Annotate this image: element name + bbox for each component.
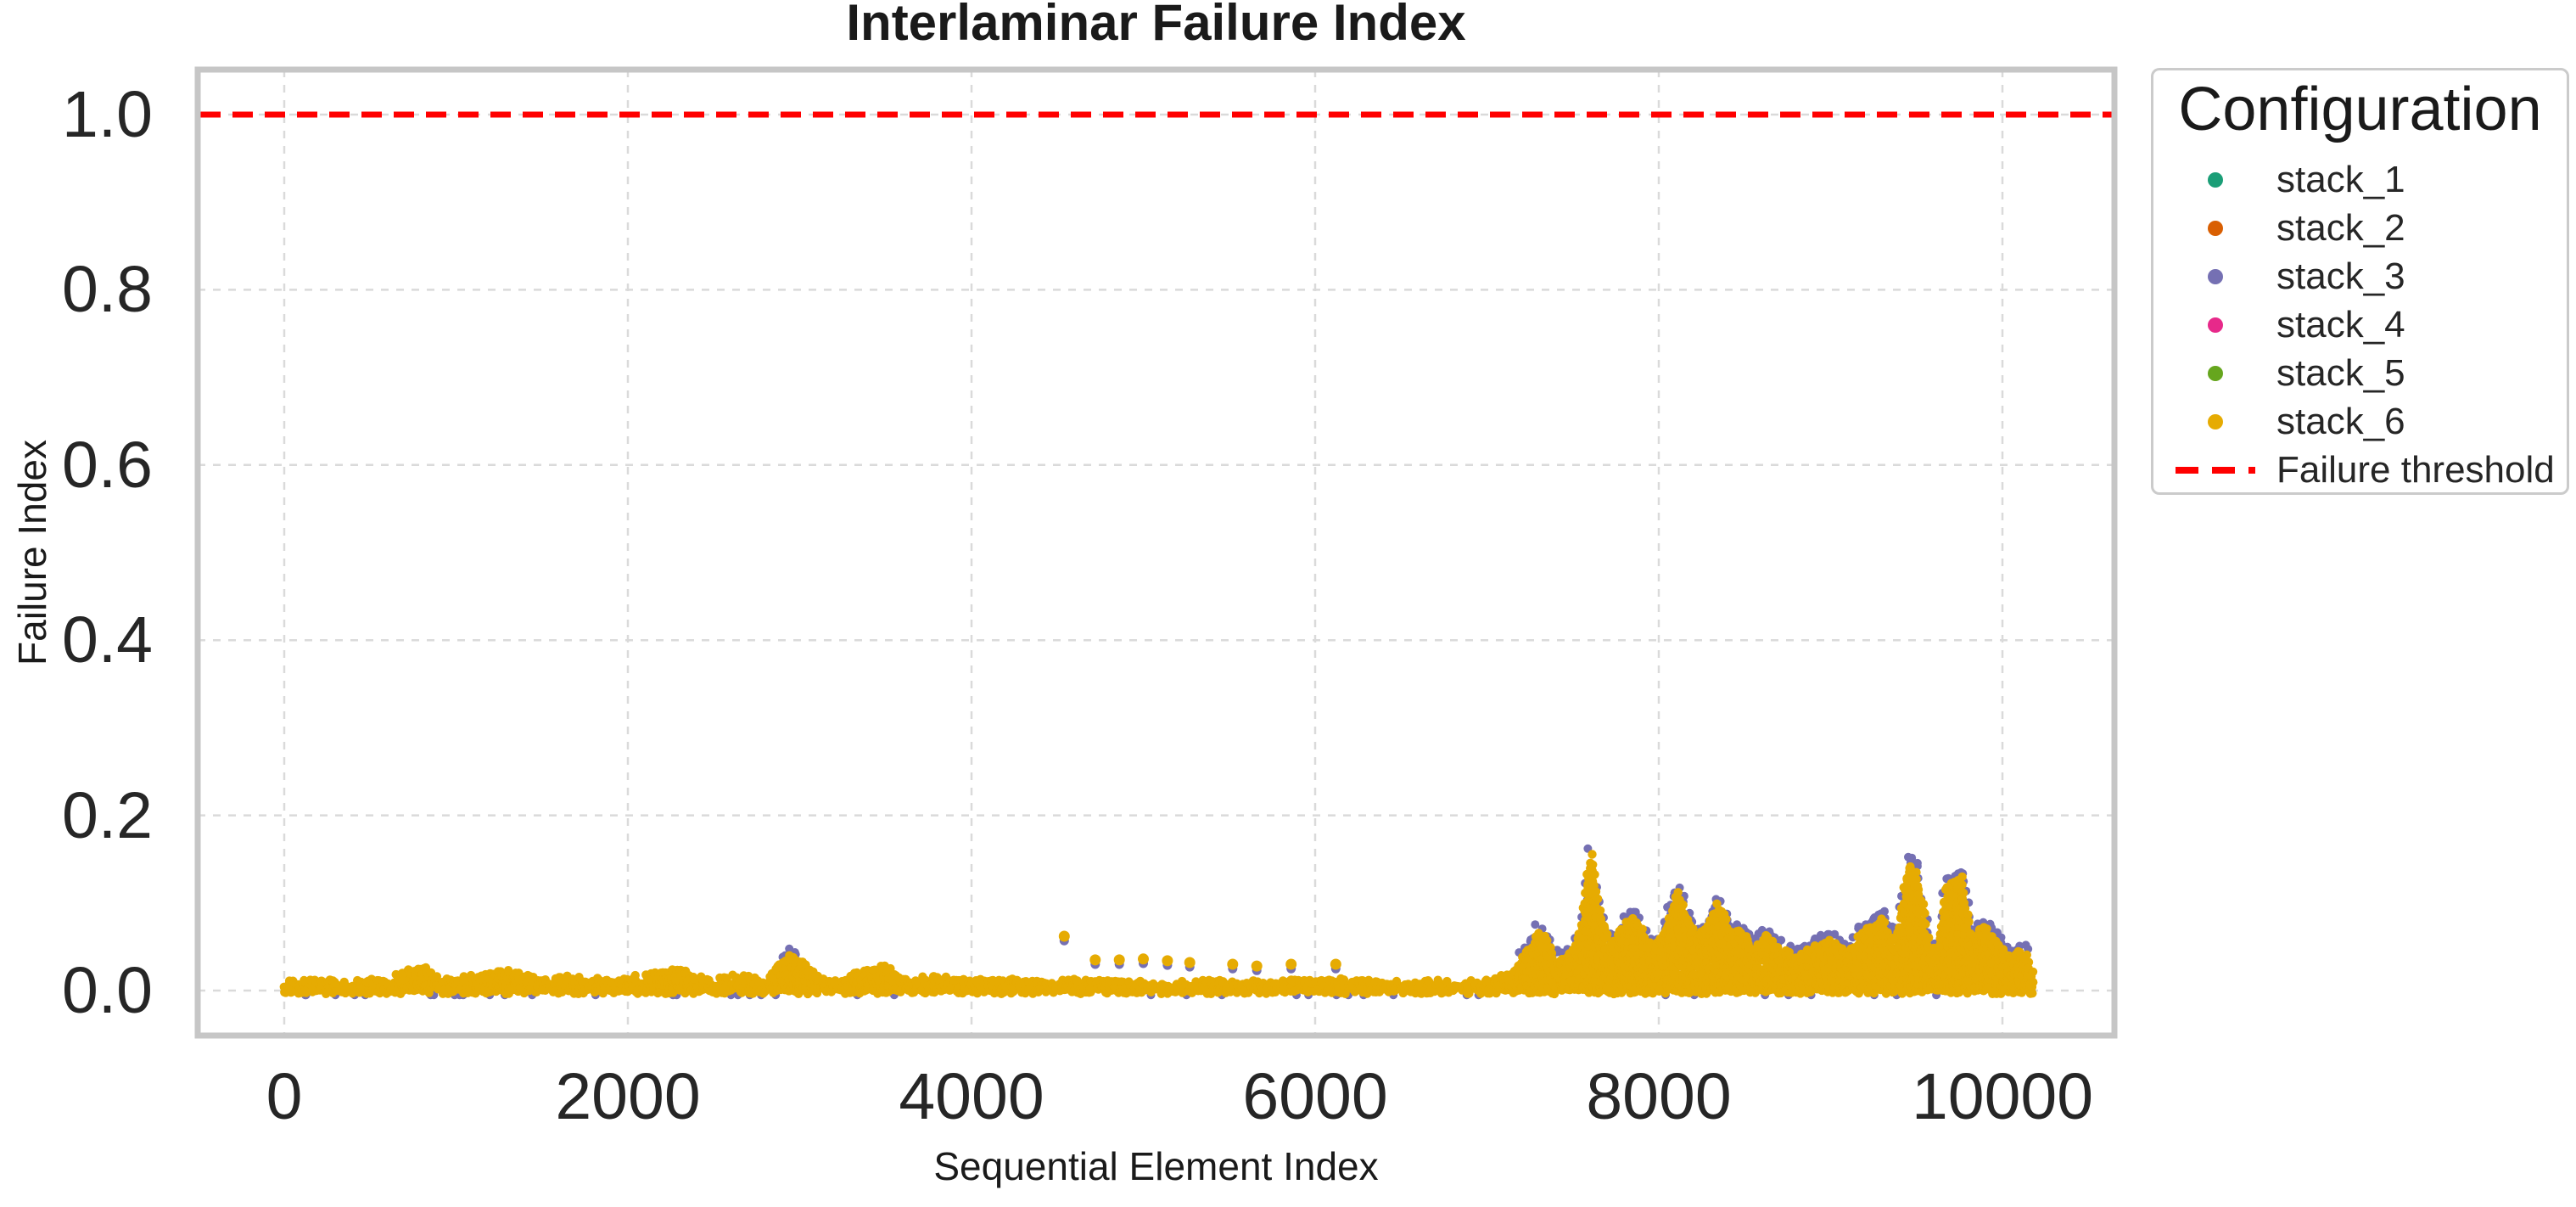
legend-item-label: stack_3 [2276, 255, 2405, 297]
y-tick-label: 0.6 [61, 428, 153, 502]
dot-marker-icon [2208, 220, 2223, 236]
legend-item-stack-5: stack_5 [2153, 349, 2567, 397]
legend-item-stack-2: stack_2 [2153, 204, 2567, 252]
dot-marker-icon [2208, 413, 2223, 429]
legend: Configuration stack_1 stack_2 stack_3 stack… [2151, 68, 2569, 495]
scatter-points [279, 850, 2038, 999]
plot-border [194, 66, 2118, 1039]
y-tick-label: 0.8 [61, 253, 153, 327]
chart-title: Interlaminar Failure Index [846, 0, 1466, 51]
x-tick-label: 10000 [1911, 1060, 2094, 1133]
x-tick-label: 4000 [899, 1060, 1044, 1133]
gridlines [198, 70, 2114, 1036]
x-tick-label: 0 [266, 1060, 303, 1133]
y-axis-label: Failure Index [10, 440, 54, 665]
legend-item-stack-3: stack_3 [2153, 252, 2567, 300]
dashed-line-icon [2176, 466, 2255, 474]
legend-item-label: stack_5 [2276, 351, 2405, 394]
dot-marker-icon [2208, 268, 2223, 284]
legend-item-stack-4: stack_4 [2153, 300, 2567, 349]
y-tick-label: 1.0 [61, 78, 153, 151]
x-tick-label: 2000 [555, 1060, 701, 1133]
legend-item-label: stack_2 [2276, 206, 2405, 249]
x-tick-label: 8000 [1586, 1060, 1732, 1133]
dot-marker-icon [2208, 317, 2223, 333]
legend-item-stack-1: stack_1 [2153, 155, 2567, 204]
dot-marker-icon [2208, 171, 2223, 188]
legend-item-failure-threshold: Failure threshold [2153, 446, 2567, 494]
dot-marker-icon [2208, 365, 2223, 381]
y-tick-label: 0.0 [61, 954, 153, 1027]
y-tick-label: 0.4 [61, 604, 153, 677]
legend-title: Configuration [2178, 76, 2542, 143]
x-tick-label: 6000 [1242, 1060, 1388, 1133]
legend-item-label: stack_1 [2276, 158, 2405, 200]
y-tick-label: 0.2 [61, 778, 153, 852]
legend-item-label: stack_4 [2276, 303, 2405, 345]
x-axis-label: Sequential Element Index [933, 1144, 1379, 1188]
legend-item-label: stack_6 [2276, 400, 2405, 442]
legend-item-stack-6: stack_6 [2153, 397, 2567, 446]
legend-item-label: Failure threshold [2276, 448, 2555, 491]
